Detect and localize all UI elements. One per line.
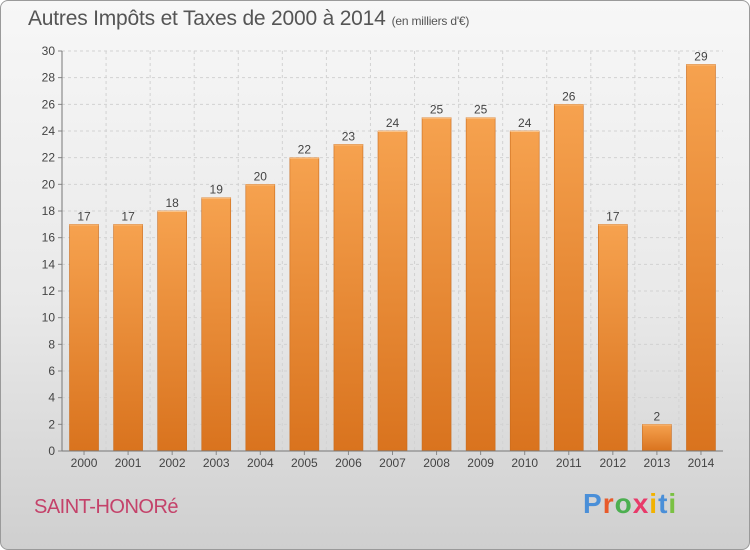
logo-letter: i [649, 488, 659, 519]
bar-2012 [598, 224, 628, 452]
chart-title-text: Autres Impôts et Taxes de 2000 à 2014 [28, 7, 386, 30]
data-label-2006: 23 [342, 129, 356, 143]
bar-2013 [642, 424, 672, 452]
logo-letter: r [602, 488, 615, 519]
x-tick-label-2007: 2007 [379, 456, 406, 470]
x-tick-label-2009: 2009 [467, 456, 494, 470]
bar-2011 [553, 104, 584, 452]
data-label-2013: 2 [654, 409, 661, 423]
logo-letter: t [658, 488, 669, 519]
data-label-2004: 20 [254, 169, 268, 183]
x-tick-label-2003: 2003 [203, 456, 230, 470]
y-tick-label: 14 [42, 257, 56, 271]
x-tick-label-2011: 2011 [556, 456, 582, 470]
x-tick-label-2008: 2008 [423, 456, 450, 470]
data-label-2014: 29 [694, 49, 708, 63]
y-tick-label: 28 [42, 71, 56, 85]
logo-letter: o [614, 488, 633, 519]
data-label-2009: 25 [474, 103, 488, 117]
commune-name: SAINT-HONORé [34, 496, 179, 518]
x-tick-label-2002: 2002 [159, 456, 186, 470]
bar-2006 [333, 144, 364, 452]
bars [69, 64, 716, 452]
data-label-2001: 17 [121, 209, 135, 223]
x-tick-label-2010: 2010 [511, 456, 538, 470]
bar-2007 [377, 130, 408, 452]
data-label-2008: 25 [430, 103, 444, 117]
bar-2000 [69, 224, 99, 452]
bar-2014 [686, 64, 716, 452]
bar-2005 [289, 157, 320, 452]
data-label-2010: 24 [518, 116, 532, 130]
x-tick-label-2000: 2000 [71, 456, 98, 470]
data-labels: 17 17 18 19 20 22 23 24 25 25 24 26 17 2 29 [77, 49, 708, 423]
y-tick-label: 0 [48, 444, 55, 458]
y-tick-label: 18 [42, 204, 56, 218]
logo-letter: i [668, 488, 678, 519]
x-tick-label-2012: 2012 [599, 456, 626, 470]
y-tick-label: 10 [42, 311, 56, 325]
bar-2008 [421, 117, 452, 452]
data-label-2000: 17 [77, 209, 91, 223]
logo-letter: P [583, 488, 603, 519]
y-tick-label: 30 [42, 44, 56, 58]
bar-2003 [201, 197, 232, 452]
chart-unit: (en milliers d'€) [391, 14, 470, 28]
x-tick-label-2001: 2001 [115, 456, 142, 470]
y-tick-label: 20 [42, 177, 56, 191]
x-tick-label-2013: 2013 [644, 456, 671, 470]
x-tick-label-2004: 2004 [247, 456, 274, 470]
logo-letter: x [632, 488, 650, 519]
y-tick-label: 6 [48, 364, 55, 378]
data-label-2005: 22 [298, 143, 312, 157]
data-label-2002: 18 [165, 196, 179, 210]
y-tick-label: 4 [48, 391, 55, 405]
data-label-2011: 26 [562, 89, 576, 103]
x-tick-label-2005: 2005 [291, 456, 318, 470]
data-label-2007: 24 [386, 116, 400, 130]
bar-2004 [245, 184, 276, 452]
bar-2010 [509, 130, 540, 452]
bar-2009 [465, 117, 496, 452]
x-tick-label-2014: 2014 [688, 456, 715, 470]
bar-2002 [157, 210, 187, 452]
y-tick-label: 26 [42, 97, 56, 111]
y-tick-label: 16 [42, 231, 56, 245]
x-tick-label-2006: 2006 [335, 456, 362, 470]
bar-2001 [113, 224, 143, 452]
y-tick-label: 8 [48, 337, 55, 351]
y-tick-label: 12 [42, 284, 56, 298]
y-tick-label: 2 [48, 417, 55, 431]
y-tick-label: 22 [42, 151, 56, 165]
chart-title: Autres Impôts et Taxes de 2000 à 2014 (en… [28, 7, 469, 31]
data-label-2003: 19 [210, 183, 224, 197]
proxiti-logo: Proxiti [583, 488, 677, 520]
data-label-2012: 17 [606, 209, 620, 223]
y-tick-label: 24 [42, 124, 56, 138]
